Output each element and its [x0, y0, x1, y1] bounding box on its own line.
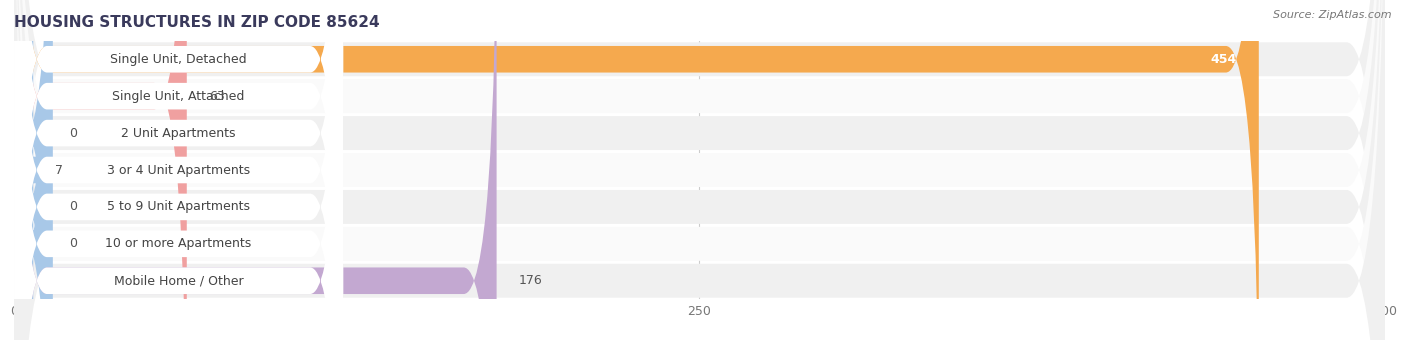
FancyBboxPatch shape: [14, 0, 343, 340]
FancyBboxPatch shape: [14, 0, 496, 340]
FancyBboxPatch shape: [14, 0, 1385, 340]
FancyBboxPatch shape: [14, 0, 343, 340]
FancyBboxPatch shape: [14, 0, 343, 340]
FancyBboxPatch shape: [14, 0, 52, 340]
FancyBboxPatch shape: [14, 0, 1258, 340]
FancyBboxPatch shape: [14, 0, 343, 340]
Text: 2 Unit Apartments: 2 Unit Apartments: [121, 126, 236, 140]
FancyBboxPatch shape: [14, 0, 52, 340]
Text: Single Unit, Attached: Single Unit, Attached: [112, 90, 245, 103]
Text: 454: 454: [1211, 53, 1237, 66]
FancyBboxPatch shape: [14, 0, 1385, 340]
FancyBboxPatch shape: [14, 0, 343, 340]
FancyBboxPatch shape: [14, 0, 1385, 340]
FancyBboxPatch shape: [14, 0, 1385, 340]
Text: 10 or more Apartments: 10 or more Apartments: [105, 237, 252, 250]
Text: 5 to 9 Unit Apartments: 5 to 9 Unit Apartments: [107, 200, 250, 214]
Text: 0: 0: [69, 126, 77, 140]
Text: Single Unit, Detached: Single Unit, Detached: [110, 53, 247, 66]
FancyBboxPatch shape: [14, 0, 343, 340]
FancyBboxPatch shape: [0, 0, 46, 340]
FancyBboxPatch shape: [14, 0, 52, 340]
Text: 0: 0: [69, 200, 77, 214]
FancyBboxPatch shape: [14, 0, 1385, 340]
Text: 176: 176: [519, 274, 543, 287]
FancyBboxPatch shape: [14, 0, 343, 340]
Text: HOUSING STRUCTURES IN ZIP CODE 85624: HOUSING STRUCTURES IN ZIP CODE 85624: [14, 15, 380, 30]
FancyBboxPatch shape: [14, 0, 1385, 340]
FancyBboxPatch shape: [14, 0, 1385, 340]
Text: 3 or 4 Unit Apartments: 3 or 4 Unit Apartments: [107, 164, 250, 176]
Text: 63: 63: [208, 90, 225, 103]
Text: Source: ZipAtlas.com: Source: ZipAtlas.com: [1274, 10, 1392, 20]
FancyBboxPatch shape: [14, 0, 187, 340]
Text: Mobile Home / Other: Mobile Home / Other: [114, 274, 243, 287]
Text: 0: 0: [69, 237, 77, 250]
Text: 7: 7: [55, 164, 63, 176]
